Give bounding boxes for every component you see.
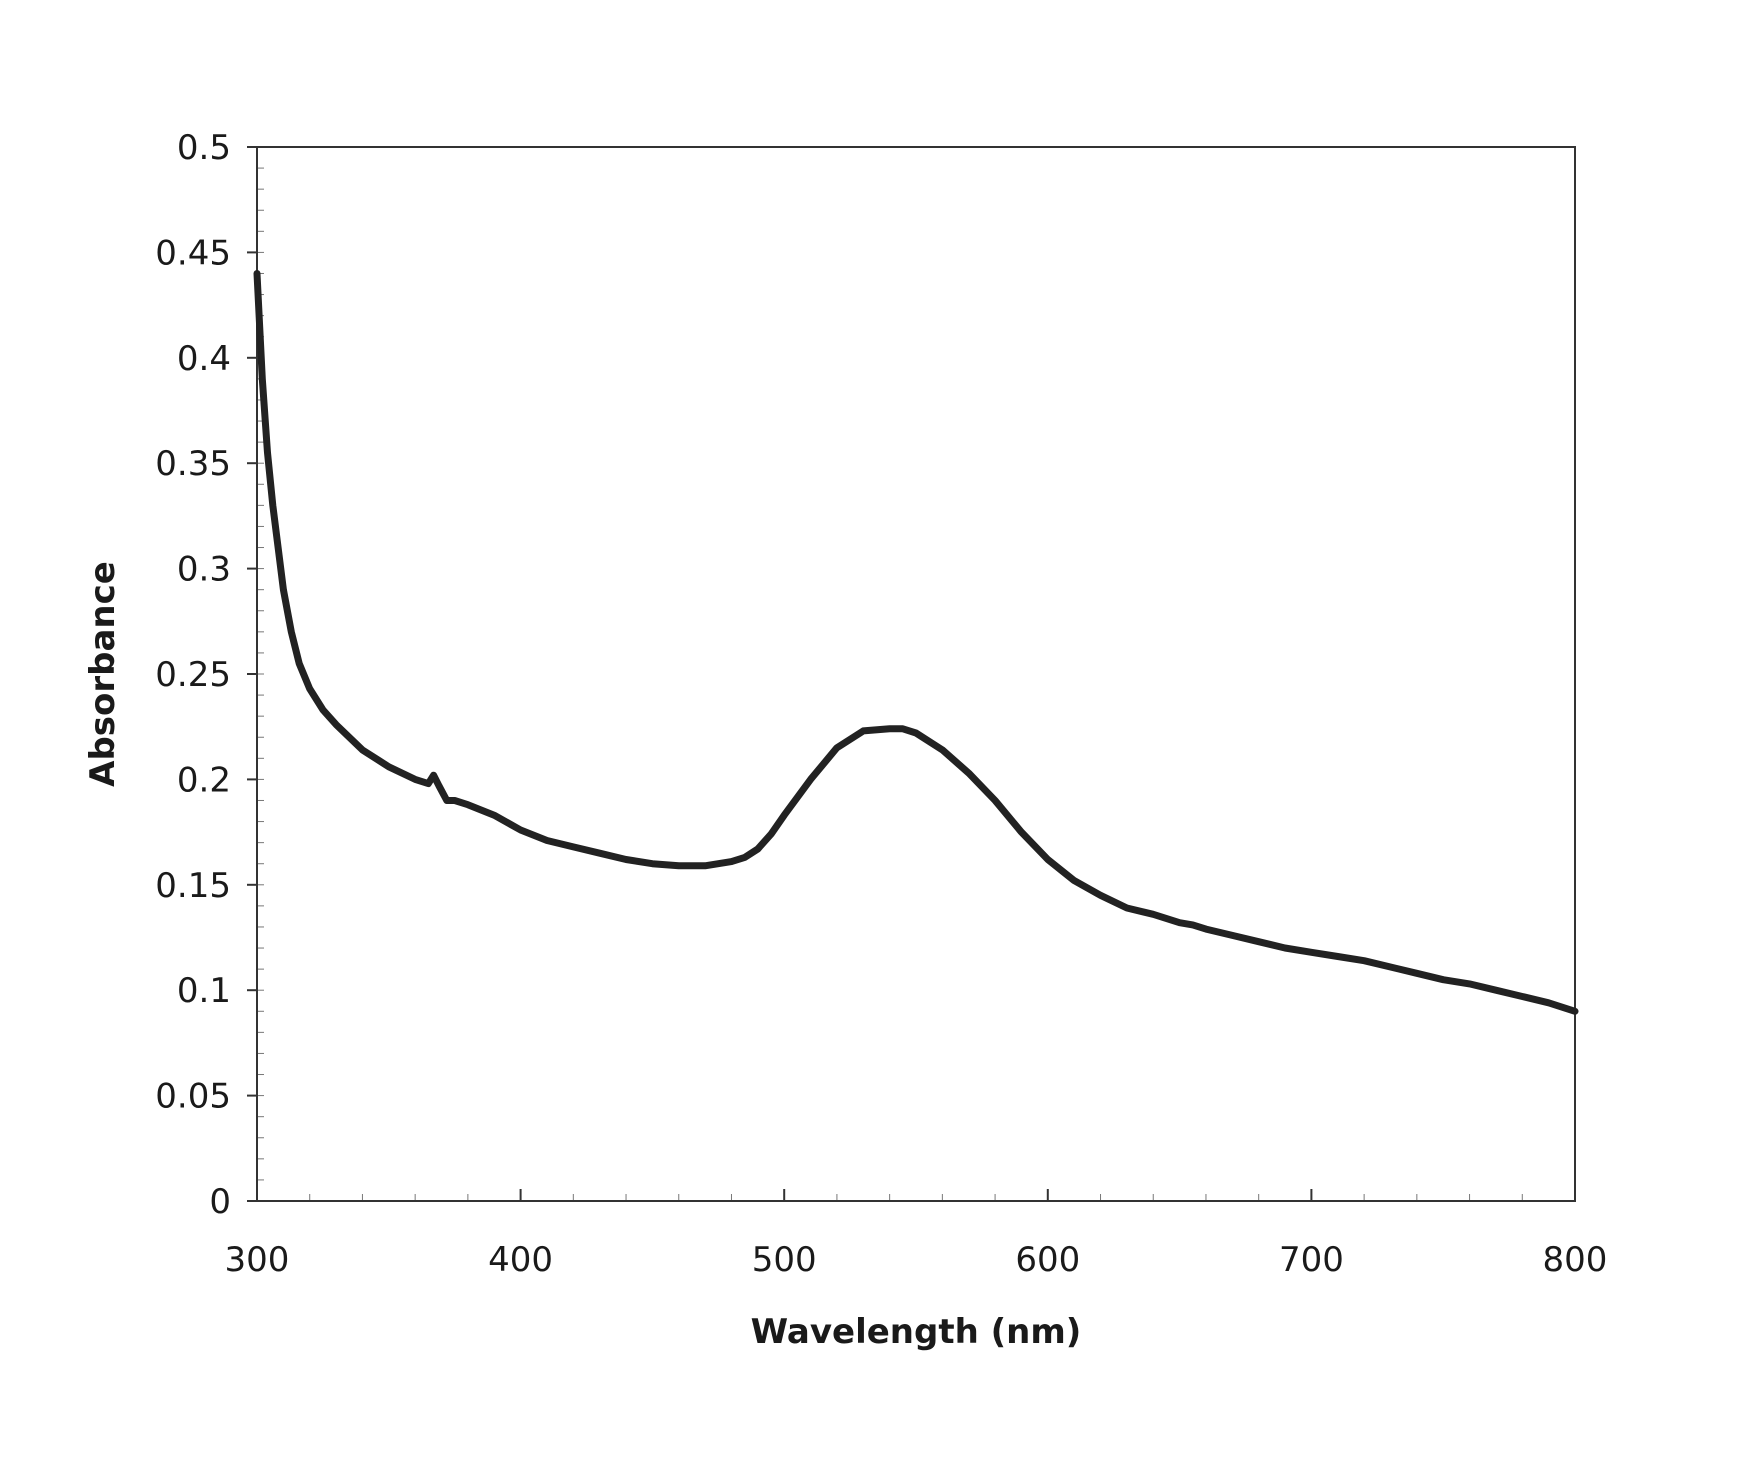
x-axis-ticks: 300 400 500 600 700 800 <box>225 1189 1608 1280</box>
y-tick-label: 0.45 <box>155 233 231 273</box>
absorbance-chart: 0 0.05 0.1 0.15 0.2 0.25 0.3 0.35 0.4 0.45 0.5 300… <box>0 0 1755 1479</box>
y-axis-title: Absorbance <box>83 561 123 787</box>
x-tick-label: 800 <box>1543 1240 1608 1280</box>
y-tick-label: 0.3 <box>177 550 231 590</box>
x-tick-label: 500 <box>752 1240 817 1280</box>
y-tick-label: 0.05 <box>155 1077 231 1117</box>
y-tick-label: 0.35 <box>155 444 231 484</box>
minor-ticks <box>257 147 1575 1201</box>
y-tick-label: 0.5 <box>177 128 231 168</box>
y-tick-label: 0 <box>209 1182 231 1222</box>
y-axis-ticks: 0 0.05 0.1 0.15 0.2 0.25 0.3 0.35 0.4 0.45 0.5 <box>155 128 257 1222</box>
y-tick-label: 0.4 <box>177 339 231 379</box>
y-tick-label: 0.15 <box>155 866 231 906</box>
y-tick-label: 0.2 <box>177 760 231 800</box>
y-tick-label: 0.1 <box>177 971 231 1011</box>
y-tick-label: 0.25 <box>155 655 231 695</box>
plot-frame <box>257 147 1575 1201</box>
absorbance-series-line <box>257 274 1575 1012</box>
chart-container: 0 0.05 0.1 0.15 0.2 0.25 0.3 0.35 0.4 0.45 0.5 300… <box>0 0 1755 1479</box>
x-tick-label: 400 <box>488 1240 553 1280</box>
x-tick-label: 700 <box>1279 1240 1344 1280</box>
x-tick-label: 600 <box>1015 1240 1080 1280</box>
x-axis-title: Wavelength (nm) <box>751 1312 1082 1352</box>
x-tick-label: 300 <box>225 1240 290 1280</box>
